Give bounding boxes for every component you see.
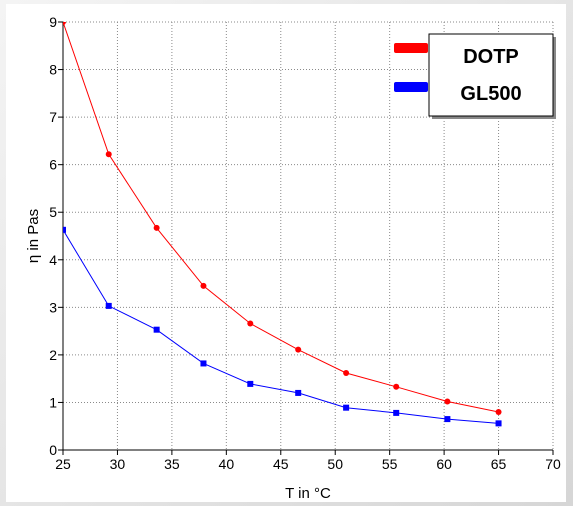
data-point-gl500 — [153, 326, 160, 333]
y-tick-label: 8 — [49, 62, 57, 78]
x-tick-label: 55 — [382, 456, 398, 472]
x-tick-label: 25 — [55, 456, 71, 472]
data-point-dotp — [393, 383, 400, 390]
data-point-dotp — [495, 408, 502, 415]
legend-label-dotp: DOTP — [463, 46, 519, 68]
y-tick-label: 0 — [49, 442, 57, 458]
x-tick-label: 35 — [164, 456, 180, 472]
y-tick-label: 7 — [49, 109, 57, 125]
y-tick-label: 1 — [49, 394, 57, 410]
y-tick-labels: 0 1 2 3 4 5 6 7 8 9 — [49, 14, 57, 458]
legend-label-gl500: GL500 — [460, 83, 521, 105]
data-point-dotp — [343, 369, 350, 376]
axis-ticks — [58, 21, 554, 455]
y-tick-label: 3 — [49, 299, 57, 315]
data-point-dotp — [295, 346, 302, 353]
data-point-gl500 — [295, 389, 302, 396]
data-point-dotp — [153, 224, 160, 231]
data-point-dotp — [105, 151, 112, 158]
series-dotp — [63, 22, 502, 415]
data-point-gl500 — [444, 416, 451, 423]
data-point-gl500 — [105, 302, 112, 309]
series-line-gl500 — [63, 229, 499, 424]
x-tick-label: 50 — [327, 456, 343, 472]
x-tick-label: 65 — [491, 456, 507, 472]
x-tick-label: 60 — [436, 456, 452, 472]
data-point-dotp — [200, 282, 207, 289]
legend: DOTP GL500 — [394, 33, 556, 119]
x-tick-label: 30 — [110, 456, 126, 472]
y-tick-label: 6 — [49, 157, 57, 173]
data-point-dotp — [247, 320, 254, 327]
series-gl500 — [63, 226, 502, 427]
data-point-dotp — [444, 398, 451, 405]
legend-box — [428, 33, 554, 117]
legend-swatch-dotp — [394, 43, 428, 53]
x-axis-label: T in °C — [285, 485, 331, 502]
y-tick-label: 2 — [49, 347, 57, 363]
x-tick-label: 45 — [273, 456, 289, 472]
series-layer — [63, 22, 502, 427]
legend-swatch-gl500 — [394, 82, 428, 92]
y-axis-label: η in Pas — [25, 209, 42, 263]
series-line-dotp — [63, 22, 499, 413]
y-tick-label: 5 — [49, 204, 57, 220]
x-tick-label: 70 — [545, 456, 561, 472]
x-tick-label: 40 — [219, 456, 235, 472]
data-point-gl500 — [495, 420, 502, 427]
data-point-gl500 — [247, 380, 254, 387]
data-point-dotp — [63, 22, 66, 25]
x-tick-labels: 25 30 35 40 45 50 55 60 65 70 — [55, 456, 561, 472]
data-point-gl500 — [200, 360, 207, 367]
data-point-gl500 — [393, 409, 400, 416]
data-point-gl500 — [343, 404, 350, 411]
axes — [62, 22, 553, 451]
y-tick-label: 4 — [49, 252, 57, 268]
y-tick-label: 9 — [49, 14, 57, 30]
data-point-gl500 — [63, 226, 66, 233]
